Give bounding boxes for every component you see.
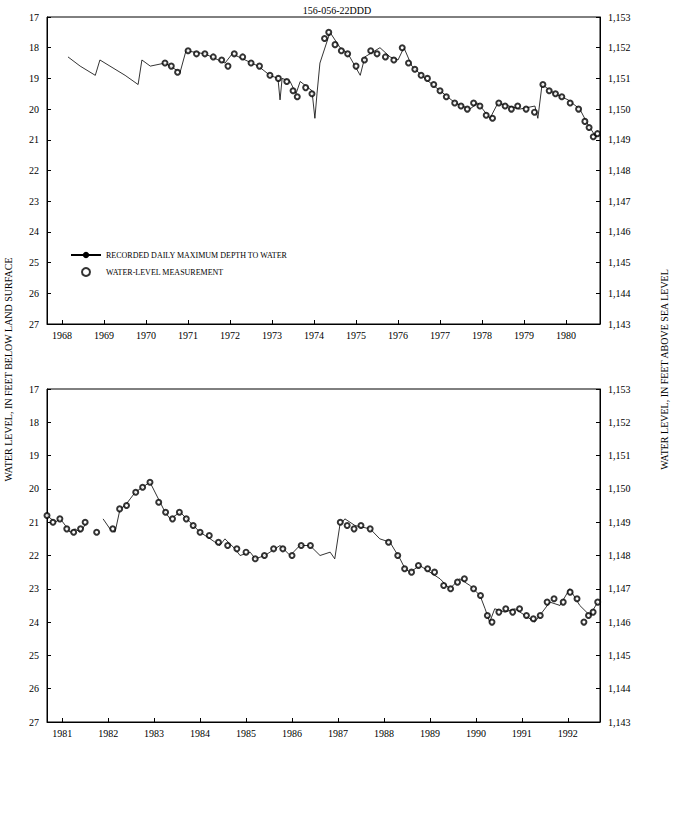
svg-text:1981: 1981 <box>52 728 72 739</box>
svg-text:24: 24 <box>29 226 39 237</box>
svg-text:1992: 1992 <box>558 728 578 739</box>
svg-text:21: 21 <box>29 517 39 528</box>
svg-text:23: 23 <box>29 583 39 594</box>
svg-text:17: 17 <box>29 12 39 23</box>
svg-text:1,147: 1,147 <box>608 196 631 207</box>
svg-text:20: 20 <box>29 104 39 115</box>
svg-text:22: 22 <box>29 550 39 561</box>
svg-text:1991: 1991 <box>512 728 532 739</box>
svg-text:1969: 1969 <box>94 330 114 341</box>
svg-text:WATER-LEVEL MEASUREMENT: WATER-LEVEL MEASUREMENT <box>106 268 223 277</box>
svg-text:18: 18 <box>29 417 39 428</box>
svg-text:1,150: 1,150 <box>608 104 631 115</box>
svg-text:1990: 1990 <box>466 728 486 739</box>
svg-text:1979: 1979 <box>514 330 534 341</box>
svg-text:1,145: 1,145 <box>608 650 631 661</box>
svg-text:1,148: 1,148 <box>608 165 631 176</box>
svg-text:21: 21 <box>29 134 39 145</box>
svg-text:1986: 1986 <box>282 728 302 739</box>
svg-text:1974: 1974 <box>304 330 324 341</box>
svg-text:1973: 1973 <box>262 330 282 341</box>
svg-text:27: 27 <box>29 717 39 728</box>
svg-text:26: 26 <box>29 288 39 299</box>
svg-text:27: 27 <box>29 319 39 330</box>
svg-text:1975: 1975 <box>346 330 366 341</box>
svg-text:1,151: 1,151 <box>608 73 631 84</box>
svg-text:1988: 1988 <box>374 728 394 739</box>
svg-text:1,151: 1,151 <box>608 450 631 461</box>
svg-text:1,143: 1,143 <box>608 717 631 728</box>
svg-text:23: 23 <box>29 196 39 207</box>
svg-text:1,146: 1,146 <box>608 617 631 628</box>
svg-text:RECORDED DAILY MAXIMUM DEPTH T: RECORDED DAILY MAXIMUM DEPTH TO WATER <box>106 251 288 260</box>
svg-text:1983: 1983 <box>144 728 164 739</box>
svg-text:1971: 1971 <box>178 330 198 341</box>
svg-text:1987: 1987 <box>328 728 348 739</box>
svg-text:1,152: 1,152 <box>608 42 631 53</box>
svg-text:24: 24 <box>29 617 39 628</box>
svg-text:1,144: 1,144 <box>608 683 631 694</box>
svg-text:18: 18 <box>29 42 39 53</box>
svg-text:1976: 1976 <box>388 330 408 341</box>
svg-text:1982: 1982 <box>98 728 118 739</box>
svg-text:156-056-22DDD: 156-056-22DDD <box>303 5 371 16</box>
svg-text:17: 17 <box>29 384 39 395</box>
svg-text:1,153: 1,153 <box>608 12 631 23</box>
svg-text:1,143: 1,143 <box>608 319 631 330</box>
svg-text:1970: 1970 <box>136 330 156 341</box>
svg-text:1,145: 1,145 <box>608 257 631 268</box>
svg-text:WATER LEVEL, IN FEET ABOVE SEA: WATER LEVEL, IN FEET ABOVE SEA LEVEL <box>659 269 670 470</box>
svg-text:25: 25 <box>29 257 39 268</box>
svg-text:1,150: 1,150 <box>608 483 631 494</box>
svg-text:25: 25 <box>29 650 39 661</box>
svg-text:1,152: 1,152 <box>608 417 631 428</box>
svg-text:1989: 1989 <box>420 728 440 739</box>
svg-text:1,153: 1,153 <box>608 384 631 395</box>
svg-text:1,144: 1,144 <box>608 288 631 299</box>
svg-text:20: 20 <box>29 483 39 494</box>
svg-text:19: 19 <box>29 450 39 461</box>
svg-text:1985: 1985 <box>236 728 256 739</box>
svg-text:1,148: 1,148 <box>608 550 631 561</box>
svg-text:1980: 1980 <box>556 330 576 341</box>
svg-text:1978: 1978 <box>472 330 492 341</box>
svg-text:WATER LEVEL, IN FEET BELOW LAN: WATER LEVEL, IN FEET BELOW LAND SURFACE <box>3 257 14 481</box>
svg-text:1,149: 1,149 <box>608 517 631 528</box>
svg-text:1984: 1984 <box>190 728 210 739</box>
svg-text:19: 19 <box>29 73 39 84</box>
svg-text:22: 22 <box>29 165 39 176</box>
svg-text:1,147: 1,147 <box>608 583 631 594</box>
svg-text:1,146: 1,146 <box>608 226 631 237</box>
svg-text:1968: 1968 <box>52 330 72 341</box>
svg-text:26: 26 <box>29 683 39 694</box>
svg-text:1,149: 1,149 <box>608 134 631 145</box>
svg-text:1977: 1977 <box>430 330 450 341</box>
svg-text:1972: 1972 <box>220 330 240 341</box>
